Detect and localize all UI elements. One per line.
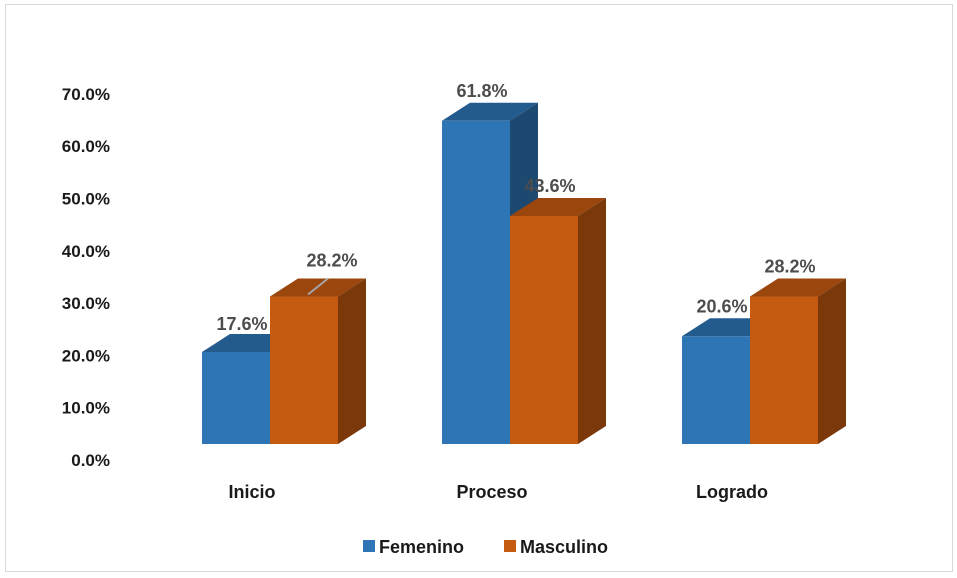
bar-side — [818, 278, 846, 444]
bar-top — [510, 197, 606, 216]
y-tick-label: 70.0% — [62, 85, 110, 104]
data-label: 28.2% — [306, 251, 357, 271]
y-tick-label: 20.0% — [62, 346, 110, 365]
bar-front — [750, 296, 818, 444]
x-tick-label: Logrado — [696, 482, 768, 502]
bar-side — [578, 197, 606, 444]
legend-item-masculino: Masculino — [504, 537, 608, 557]
data-label: 28.2% — [764, 257, 815, 277]
bar-front — [510, 215, 578, 444]
bar-front — [442, 120, 510, 444]
bar-masculino-proceso — [510, 197, 606, 444]
bar-top — [442, 102, 538, 121]
bar-side — [338, 278, 366, 444]
data-label: 17.6% — [216, 314, 267, 334]
bar-front — [682, 336, 750, 444]
y-tick-label: 60.0% — [62, 137, 110, 156]
legend-label: Femenino — [379, 537, 464, 557]
bar-front — [202, 351, 270, 444]
y-tick-label: 0.0% — [71, 451, 110, 470]
x-tick-label: Inicio — [228, 482, 275, 502]
bar-top — [750, 278, 846, 297]
legend-swatch — [363, 540, 375, 552]
legend-item-femenino: Femenino — [363, 537, 464, 557]
y-tick-label: 40.0% — [62, 242, 110, 261]
y-tick-label: 30.0% — [62, 294, 110, 313]
legend-label: Masculino — [520, 537, 608, 557]
legend-swatch — [504, 540, 516, 552]
y-tick-label: 50.0% — [62, 190, 110, 209]
data-label: 20.6% — [696, 296, 747, 316]
data-label: 43.6% — [524, 176, 575, 196]
bar-masculino-logrado — [750, 278, 846, 444]
data-label: 61.8% — [456, 81, 507, 101]
data-label-leader — [307, 277, 329, 296]
x-tick-label: Proceso — [456, 482, 527, 502]
y-tick-label: 10.0% — [62, 399, 110, 418]
bar-front — [270, 296, 338, 444]
bar-masculino-inicio — [270, 278, 366, 444]
